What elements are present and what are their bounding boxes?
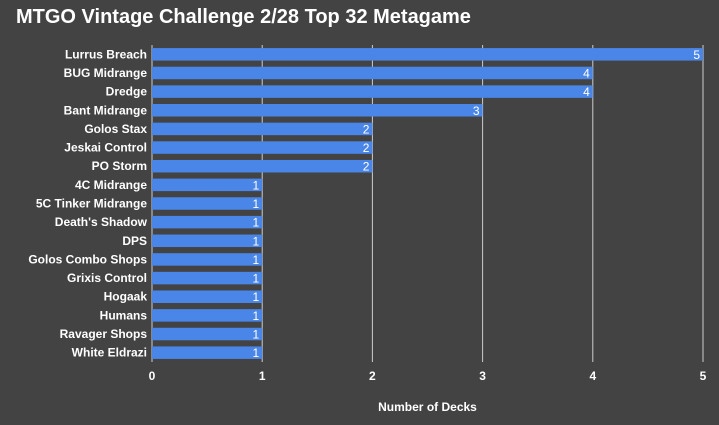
chart-title: MTGO Vintage Challenge 2/28 Top 32 Metag… bbox=[16, 6, 471, 28]
bar bbox=[152, 253, 263, 266]
bar bbox=[152, 66, 593, 80]
category-label: Death's Shadow bbox=[55, 215, 148, 229]
x-tick-label: 2 bbox=[369, 369, 376, 383]
data-label: 1 bbox=[253, 216, 260, 230]
data-label: 4 bbox=[583, 85, 590, 99]
data-label: 1 bbox=[253, 328, 260, 342]
x-tick-label: 5 bbox=[700, 369, 707, 383]
bar bbox=[152, 159, 373, 173]
x-tick-label: 0 bbox=[149, 369, 156, 383]
data-label: 1 bbox=[253, 309, 260, 323]
category-label: 5C Tinker Midrange bbox=[36, 197, 147, 211]
bar bbox=[152, 48, 703, 61]
bar bbox=[152, 178, 263, 192]
category-label: 4C Midrange bbox=[75, 178, 147, 192]
category-label: Humans bbox=[100, 308, 148, 322]
data-label: 1 bbox=[253, 272, 260, 286]
data-label: 4 bbox=[583, 66, 590, 80]
data-label: 5 bbox=[693, 48, 700, 62]
bar bbox=[152, 141, 373, 154]
x-tick-label: 3 bbox=[479, 369, 486, 383]
data-label: 3 bbox=[473, 104, 480, 118]
category-label: DPS bbox=[122, 234, 147, 248]
bar bbox=[152, 122, 373, 136]
category-label: Lurrus Breach bbox=[65, 47, 147, 61]
bar bbox=[152, 346, 263, 359]
category-label: Bant Midrange bbox=[64, 103, 148, 117]
category-label: Golos Stax bbox=[84, 122, 147, 136]
category-label: White Eldrazi bbox=[72, 346, 147, 360]
category-label: Dredge bbox=[106, 85, 148, 99]
data-label: 2 bbox=[363, 141, 370, 155]
data-label: 1 bbox=[253, 234, 260, 248]
bar bbox=[152, 104, 483, 117]
data-label: 1 bbox=[253, 253, 260, 267]
category-label: Ravager Shops bbox=[60, 327, 148, 341]
x-axis-title: Number of Decks bbox=[378, 400, 477, 414]
category-label: BUG Midrange bbox=[64, 66, 148, 80]
bar bbox=[152, 215, 263, 229]
bar bbox=[152, 271, 263, 285]
category-label: Golos Combo Shops bbox=[28, 252, 147, 266]
category-label: Hogaak bbox=[104, 290, 148, 304]
category-label: PO Storm bbox=[92, 159, 147, 173]
data-label: 1 bbox=[253, 290, 260, 304]
data-label: 1 bbox=[253, 197, 260, 211]
bar bbox=[152, 290, 263, 303]
category-label: Grixis Control bbox=[67, 271, 147, 285]
x-tick-label: 1 bbox=[259, 369, 266, 383]
data-label: 1 bbox=[253, 346, 260, 360]
bar bbox=[152, 309, 263, 322]
category-label: Jeskai Control bbox=[64, 141, 147, 155]
bar bbox=[152, 197, 263, 210]
bar bbox=[152, 234, 263, 248]
data-label: 1 bbox=[253, 178, 260, 192]
bar bbox=[152, 327, 263, 341]
bar bbox=[152, 85, 593, 98]
data-label: 2 bbox=[363, 160, 370, 174]
x-tick-label: 4 bbox=[589, 369, 596, 383]
data-label: 2 bbox=[363, 122, 370, 136]
